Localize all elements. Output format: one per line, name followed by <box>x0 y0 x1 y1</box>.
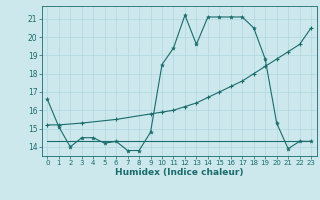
X-axis label: Humidex (Indice chaleur): Humidex (Indice chaleur) <box>115 168 244 177</box>
